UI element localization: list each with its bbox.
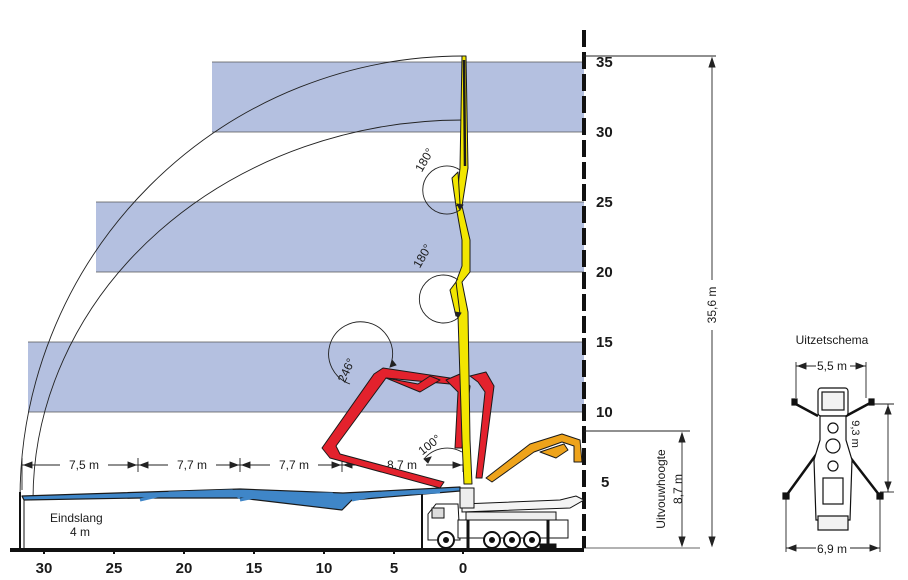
outrigger-width-front: 5,5 m bbox=[817, 359, 847, 373]
ground-line bbox=[10, 548, 584, 552]
y-tick-20: 20 bbox=[596, 264, 613, 281]
total-height-dimension: 35,6 m bbox=[583, 55, 719, 548]
reach-arcs bbox=[19, 55, 464, 500]
y-tick-5: 5 bbox=[601, 474, 609, 491]
x-tick-25: 25 bbox=[106, 560, 123, 577]
total-height-label: 35,6 m bbox=[705, 287, 719, 324]
dim-section-2: 7,7 m bbox=[177, 458, 207, 472]
end-hose: Eindslang 4 m bbox=[23, 500, 103, 548]
y-tick-15: 15 bbox=[596, 334, 613, 351]
inner-reach-arc bbox=[32, 119, 464, 500]
truck-turret bbox=[459, 487, 475, 509]
blue-boom bbox=[21, 486, 461, 511]
y-axis: 35 30 25 20 15 10 5 bbox=[582, 30, 613, 548]
unfold-height-value: 8,7 m bbox=[671, 474, 685, 504]
band-20-25 bbox=[96, 202, 584, 272]
outrigger-length: 9,3 m bbox=[849, 420, 861, 448]
orange-boom-arm bbox=[485, 433, 583, 483]
outrigger-schema: Uitzetschema 5,5 m 6,9 m 9,3 m bbox=[782, 333, 894, 556]
y-tick-10: 10 bbox=[596, 404, 613, 421]
band-30-35 bbox=[212, 62, 584, 132]
y-tick-30: 30 bbox=[596, 124, 613, 141]
outrigger-title: Uitzetschema bbox=[796, 333, 869, 347]
unfold-height-dimension: Uitvouwhoogte 8,7 m bbox=[584, 430, 690, 548]
x-tick-0: 0 bbox=[459, 560, 467, 577]
horizontal-dimensions: 7,5 m 7,7 m 7,7 m 8,7 m bbox=[21, 456, 464, 490]
orange-boom bbox=[485, 433, 583, 483]
dim-section-1: 7,5 m bbox=[69, 458, 99, 472]
x-tick-30: 30 bbox=[36, 560, 53, 577]
x-tick-15: 15 bbox=[246, 560, 263, 577]
y-tick-35: 35 bbox=[596, 54, 613, 71]
end-hose-label: Eindslang bbox=[50, 511, 103, 525]
unfold-height-title: Uitvouwhoogte bbox=[654, 449, 668, 529]
outrigger-width-rear: 6,9 m bbox=[817, 542, 847, 556]
end-hose-value: 4 m bbox=[70, 525, 90, 539]
ground bbox=[10, 490, 700, 552]
dim-section-3: 7,7 m bbox=[279, 458, 309, 472]
x-tick-10: 10 bbox=[316, 560, 333, 577]
band-10-15 bbox=[28, 342, 584, 412]
outrigger-truck-top bbox=[782, 387, 884, 531]
x-tick-20: 20 bbox=[176, 560, 193, 577]
height-bands bbox=[28, 61, 584, 413]
angle-arcs bbox=[328, 165, 464, 464]
x-tick-5: 5 bbox=[390, 560, 398, 577]
truck bbox=[427, 487, 586, 549]
outer-reach-arc bbox=[19, 55, 464, 500]
x-axis: 30 25 20 15 10 5 0 bbox=[36, 548, 467, 577]
y-tick-25: 25 bbox=[596, 194, 613, 211]
